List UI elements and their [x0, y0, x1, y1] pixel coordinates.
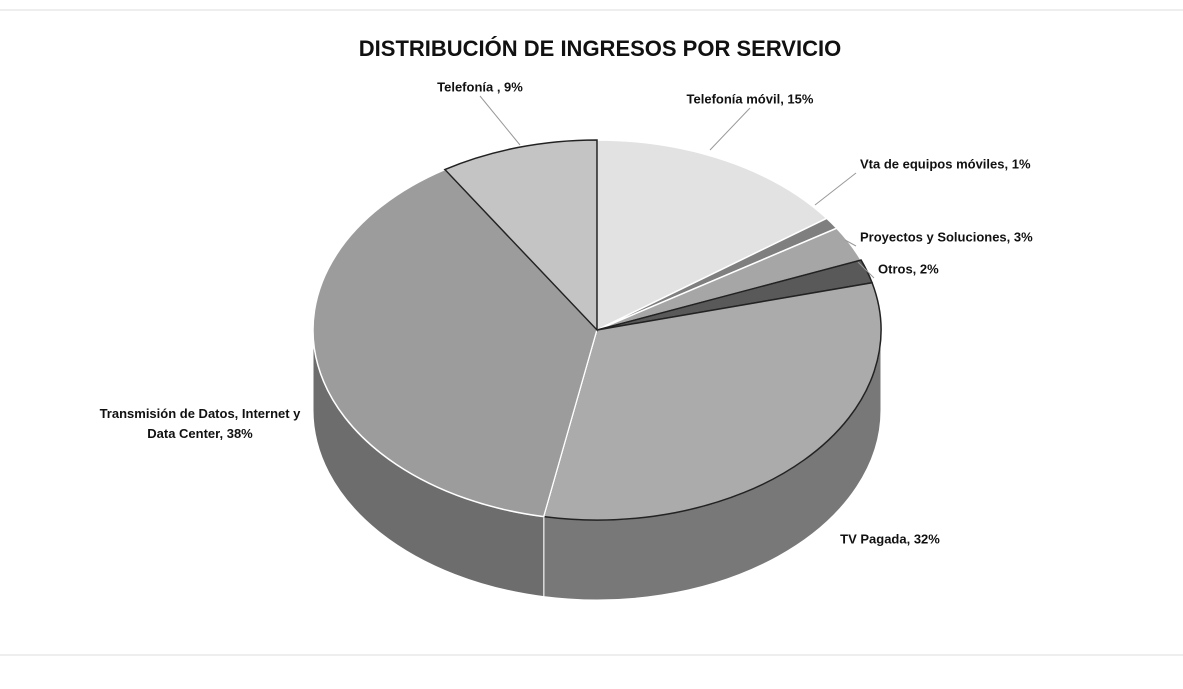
pie-slice	[542, 281, 882, 521]
leader-line	[857, 261, 875, 279]
pie-slice	[596, 139, 829, 332]
leader-line	[844, 239, 857, 247]
data-label: Proyectos y Soluciones, 3%	[860, 229, 1033, 244]
data-label: Transmisión de Datos, Internet y Data Cen…	[100, 406, 302, 441]
data-label: Vta de equipos móviles, 1%	[860, 156, 1031, 171]
chart-title: DISTRIBUCIÓN DE INGRESOS POR SERVICIO	[359, 36, 841, 61]
data-label: Telefonía móvil, 15%	[687, 91, 814, 106]
pie-slice	[312, 168, 598, 518]
leader-line	[479, 95, 521, 146]
data-label: TV Pagada, 32%	[840, 531, 940, 546]
data-label: Telefonía , 9%	[437, 79, 523, 94]
data-label: Otros, 2%	[878, 261, 939, 276]
pie-slice	[443, 139, 598, 332]
leader-line	[709, 107, 751, 151]
leader-line	[814, 172, 857, 206]
